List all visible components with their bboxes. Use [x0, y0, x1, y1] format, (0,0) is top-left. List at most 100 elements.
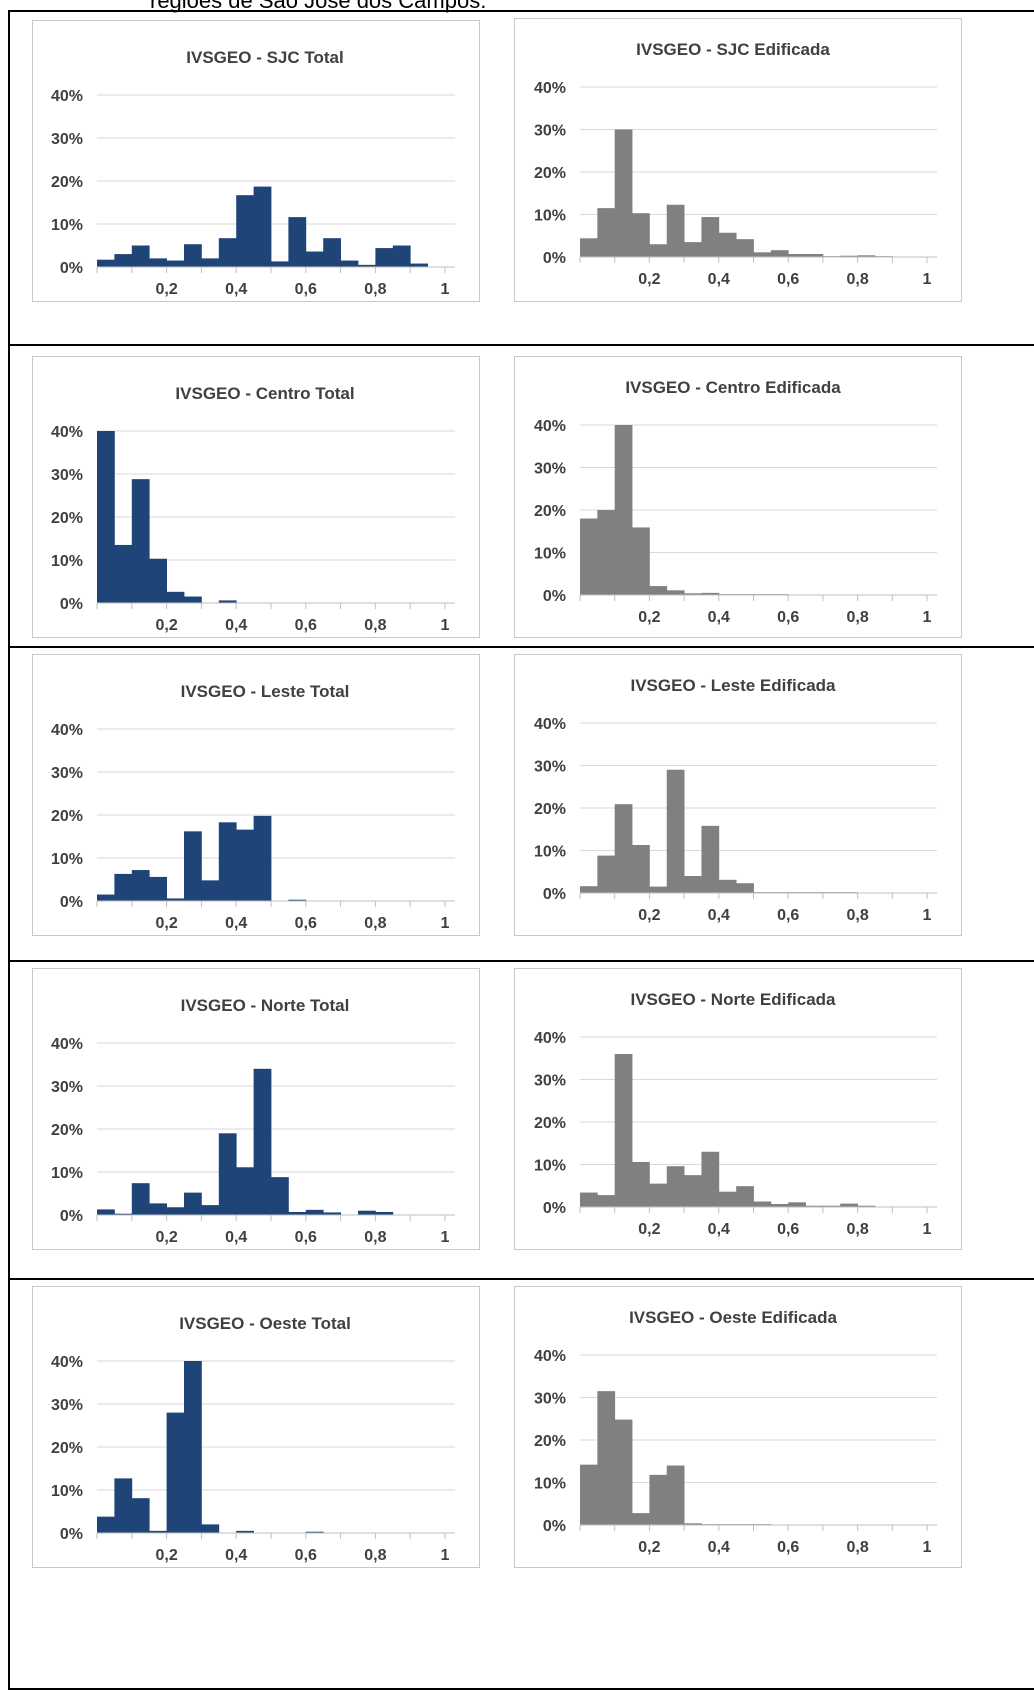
chart-title: IVSGEO - Oeste Edificada: [629, 1308, 837, 1327]
histogram-bar: [597, 856, 615, 893]
histogram-bar: [649, 1184, 667, 1207]
x-tick-label: 0,2: [638, 907, 660, 924]
histogram-bar: [149, 1203, 167, 1215]
x-tick-label: 0,2: [155, 617, 177, 634]
x-tick-label: 1: [441, 281, 450, 298]
histogram-bar: [236, 830, 254, 901]
y-tick-label: 20%: [51, 510, 83, 527]
chart-title: IVSGEO - SJC Total: [186, 48, 343, 67]
y-tick-label: 20%: [534, 1433, 566, 1450]
histogram-bar: [649, 1475, 667, 1525]
histogram-bar: [580, 1465, 598, 1525]
x-tick-label: 0,8: [364, 281, 386, 298]
histogram-bar: [597, 1195, 615, 1207]
histogram-bar: [736, 239, 754, 257]
histogram-bar: [736, 1186, 754, 1207]
x-tick-label: 0,6: [777, 907, 799, 924]
y-tick-label: 0%: [543, 588, 566, 605]
histogram-bar: [201, 258, 219, 267]
histogram-bar: [580, 238, 598, 257]
histogram-bar: [184, 597, 202, 603]
x-tick-label: 0,6: [777, 1221, 799, 1238]
y-tick-label: 30%: [51, 1079, 83, 1096]
histogram-bar: [667, 1466, 685, 1526]
histogram-bar: [649, 887, 667, 893]
chart-title: IVSGEO - Norte Edificada: [631, 990, 837, 1009]
y-tick-label: 0%: [60, 260, 83, 277]
histogram-bar: [580, 519, 598, 596]
histogram-bar: [649, 586, 667, 595]
histogram-bar: [754, 1201, 772, 1207]
y-tick-label: 20%: [51, 174, 83, 191]
histogram-bar: [597, 208, 615, 257]
histogram-bar: [667, 1166, 685, 1207]
y-tick-label: 30%: [51, 1397, 83, 1414]
histogram-bar: [184, 1193, 202, 1215]
histogram-bar: [254, 187, 272, 267]
chart-title: IVSGEO - SJC Edificada: [636, 40, 830, 59]
y-tick-label: 10%: [534, 1158, 566, 1175]
chart-title: IVSGEO - Centro Total: [175, 384, 354, 403]
histogram-bar: [219, 822, 237, 901]
y-tick-label: 0%: [60, 1526, 83, 1543]
histogram-bar: [615, 425, 633, 595]
chart-svg: IVSGEO - Centro Edificada0%10%20%30%40%0…: [515, 357, 961, 637]
histogram-bar: [288, 217, 306, 267]
x-tick-label: 0,6: [777, 609, 799, 626]
histogram-bar: [132, 479, 150, 603]
x-tick-label: 0,4: [708, 907, 730, 924]
histogram-bar: [375, 248, 393, 267]
histogram-bar: [149, 877, 167, 901]
histogram-bar: [393, 246, 411, 268]
x-tick-label: 1: [923, 907, 932, 924]
histogram-bar: [254, 1069, 272, 1215]
y-tick-label: 20%: [51, 1122, 83, 1139]
x-tick-label: 0,4: [225, 1547, 247, 1564]
histogram-bar: [667, 590, 685, 595]
histogram-bar: [701, 826, 719, 893]
histogram-bar: [632, 1513, 650, 1525]
histogram-bar: [358, 1211, 376, 1215]
y-tick-label: 20%: [534, 503, 566, 520]
chart-svg: IVSGEO - Leste Edificada0%10%20%30%40%0,…: [515, 655, 961, 935]
x-tick-label: 0,8: [364, 1229, 386, 1246]
histogram-bar: [97, 1517, 115, 1533]
histogram-bar: [132, 870, 150, 901]
histogram-bar: [632, 213, 650, 257]
x-tick-label: 0,2: [155, 281, 177, 298]
histogram-bar: [167, 1207, 185, 1215]
histogram-bar: [271, 261, 289, 267]
y-tick-label: 30%: [51, 765, 83, 782]
x-tick-label: 0,2: [155, 1547, 177, 1564]
x-tick-label: 0,4: [708, 271, 730, 288]
y-tick-label: 10%: [534, 844, 566, 861]
histogram-bar: [649, 244, 667, 257]
y-tick-label: 20%: [51, 808, 83, 825]
x-tick-label: 0,8: [846, 1539, 868, 1556]
chart-title: IVSGEO - Centro Edificada: [625, 378, 841, 397]
histogram-bar: [410, 264, 428, 267]
y-tick-label: 0%: [60, 1208, 83, 1225]
histogram-bar: [306, 1210, 324, 1215]
y-tick-label: 40%: [534, 418, 566, 435]
histogram-bar: [167, 1413, 185, 1533]
x-tick-label: 0,8: [364, 1547, 386, 1564]
histogram-bar: [667, 770, 685, 893]
histogram-bar: [184, 244, 202, 267]
x-tick-label: 0,6: [295, 617, 317, 634]
y-tick-label: 10%: [534, 208, 566, 225]
x-tick-label: 0,8: [846, 1221, 868, 1238]
y-tick-label: 40%: [51, 88, 83, 105]
x-tick-label: 0,6: [295, 1229, 317, 1246]
y-tick-label: 20%: [534, 1115, 566, 1132]
histogram-bar: [684, 242, 702, 257]
x-tick-label: 0,4: [225, 281, 247, 298]
x-tick-label: 0,2: [155, 915, 177, 932]
y-tick-label: 0%: [543, 886, 566, 903]
histogram-bar: [219, 1133, 237, 1215]
